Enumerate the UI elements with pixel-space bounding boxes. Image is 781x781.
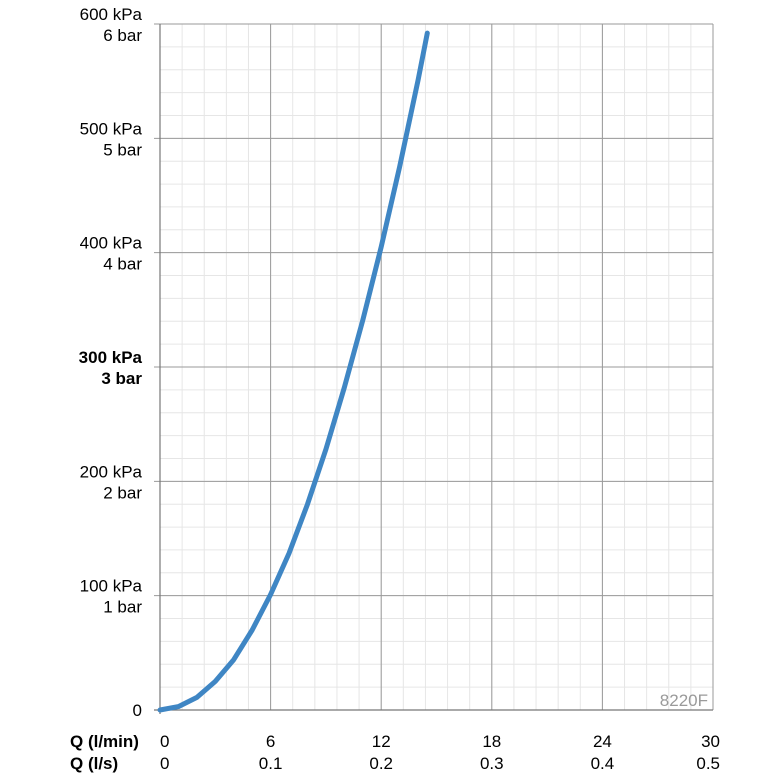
x-axis-title-primary: Q (l/min) <box>70 732 139 751</box>
pressure-curve <box>157 30 430 713</box>
x-tick-label-lmin: 18 <box>482 732 501 751</box>
x-tick-label-ls: 0.2 <box>369 754 393 773</box>
product-code-label: 8220F <box>660 691 708 710</box>
y-tick-label-kpa: 400 kPa <box>80 234 143 253</box>
y-tick-label-kpa: 100 kPa <box>80 577 143 596</box>
y-tick-label-bar: 5 bar <box>103 140 142 159</box>
y-tick-label-kpa: 200 kPa <box>80 462 143 481</box>
y-tick-label-kpa: 300 kPa <box>79 348 143 367</box>
y-tick-label-bar: 4 bar <box>103 255 142 274</box>
x-tick-label-lmin: 30 <box>701 732 720 751</box>
y-tick-label-bar: 2 bar <box>103 483 142 502</box>
y-tick-label-bar: 3 bar <box>101 369 142 388</box>
major-gridlines <box>154 23 714 714</box>
x-tick-label-lmin: 6 <box>266 732 275 751</box>
y-tick-label-kpa: 500 kPa <box>80 119 143 138</box>
x-tick-label-lmin: 0 <box>160 732 169 751</box>
y-axis-ticks: 0 100 kPa 1 bar 200 kPa 2 bar 300 kPa 3 bar 400… <box>79 5 143 720</box>
x-tick-label-ls: 0.3 <box>480 754 504 773</box>
y-tick-label-kpa: 0 <box>133 701 142 720</box>
y-tick-label-kpa: 600 kPa <box>80 5 143 24</box>
y-tick-label-bar: 6 bar <box>103 26 142 45</box>
x-tick-label-lmin: 12 <box>372 732 391 751</box>
y-tick-label-bar: 1 bar <box>103 598 142 617</box>
x-tick-label-ls: 0.4 <box>591 754 615 773</box>
x-axis-title-secondary: Q (l/s) <box>70 754 118 773</box>
x-tick-label-lmin: 24 <box>593 732 612 751</box>
x-tick-label-ls: 0 <box>160 754 169 773</box>
x-tick-label-ls: 0.1 <box>259 754 283 773</box>
x-tick-label-ls: 0.5 <box>696 754 720 773</box>
x-axis-ticks: 0 0 6 0.1 12 0.2 18 0.3 24 0.4 30 0.5 <box>160 732 720 773</box>
series-layer <box>157 30 430 713</box>
